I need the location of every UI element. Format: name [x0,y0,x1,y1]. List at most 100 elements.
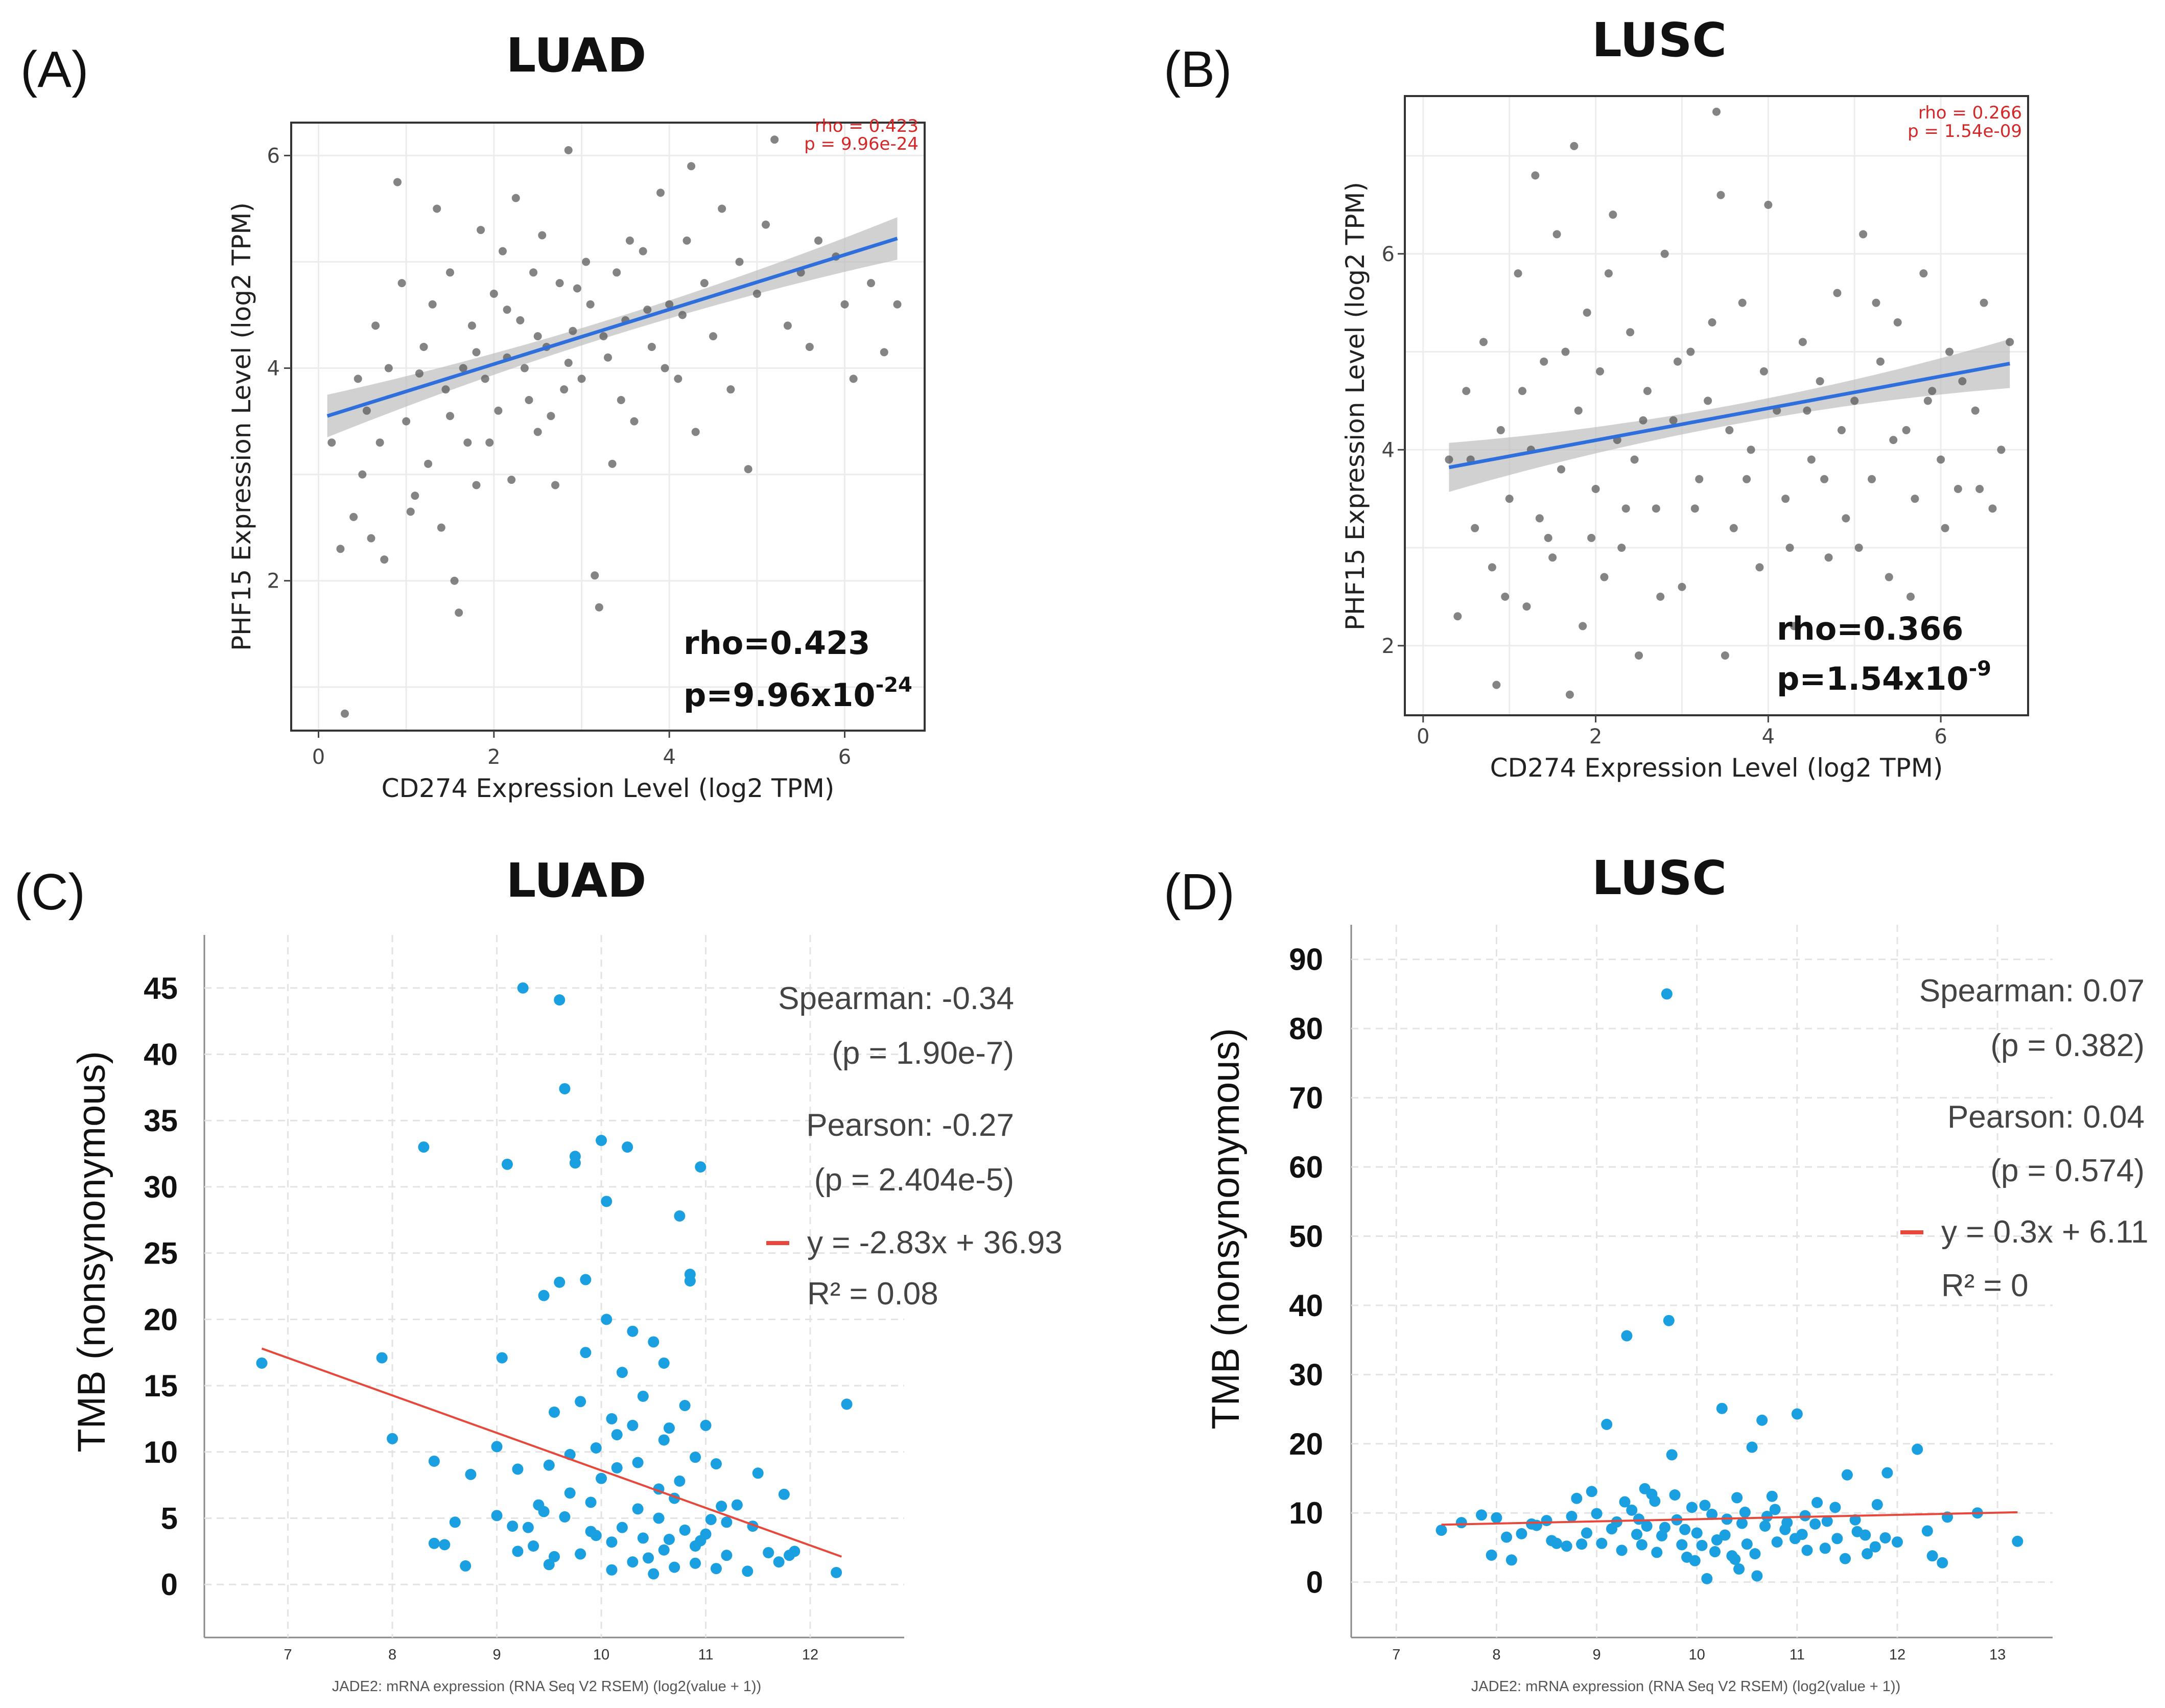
data-point [336,545,345,553]
data-point [463,438,472,447]
data-point [2012,1535,2023,1547]
y-tick-label: 4 [1382,438,1395,462]
data-point [1907,592,1915,601]
data-point [1755,563,1764,572]
data-point [569,326,577,335]
data-point [663,1534,675,1546]
data-point [1609,210,1617,219]
panel-b-y-ticks: 2 4 6 [1382,243,1395,658]
data-point [449,1516,461,1528]
data-point [1725,426,1734,434]
data-point [1749,1548,1761,1560]
data-point [450,576,459,585]
data-point [1479,338,1488,346]
data-point [554,1276,566,1288]
data-point [1445,455,1453,464]
regression-line [1441,1511,2018,1526]
x-tick-label: 0 [312,745,325,769]
data-point [1860,1529,1871,1541]
data-point [1535,514,1544,523]
data-point [1486,1549,1497,1561]
data-point [1816,377,1824,386]
data-point [1639,416,1648,425]
data-point [428,300,437,309]
panel-d-label: (D) [1164,863,1235,921]
data-point [648,1568,660,1580]
x-tick-label: 7 [284,1647,292,1663]
data-point [770,135,779,144]
data-point [709,332,717,341]
y-tick-label: 70 [1289,1081,1323,1115]
data-point [684,1275,696,1287]
data-point [1842,514,1850,523]
data-point [1643,387,1652,395]
x-tick-label: 2 [487,745,500,769]
data-point [1766,1490,1778,1502]
data-point [661,364,669,372]
data-point [1601,1418,1613,1430]
data-point [595,603,603,612]
data-point [752,289,761,298]
data-point [538,231,547,240]
data-point [1690,504,1699,513]
data-point [1799,1510,1811,1522]
data-point [1712,107,1721,116]
data-point [1708,318,1716,327]
data-point [590,1530,602,1541]
x-tick-label: 6 [1934,725,1947,748]
data-point [543,1459,555,1471]
data-point [559,1511,571,1523]
data-point [773,1556,785,1568]
x-tick-label: 4 [1762,725,1775,748]
data-point [406,507,415,516]
data-point [1759,1520,1771,1532]
data-point [1561,347,1570,356]
p-value-exponent: -24 [876,673,912,697]
data-point [1839,1553,1851,1564]
data-point [710,1458,722,1470]
data-point [1679,1524,1691,1535]
data-point [446,268,454,277]
data-point [549,1551,560,1562]
data-point [533,332,542,341]
data-point [1997,446,2006,454]
data-point [831,1566,842,1578]
data-point [1591,1508,1603,1519]
data-point [441,385,450,394]
data-point [582,258,591,266]
data-point [1821,1515,1833,1527]
pearson-label: Pearson: 0.04 [1947,1099,2145,1135]
data-point [1926,1550,1938,1562]
data-point [1729,524,1738,532]
panel-c-points [256,982,853,1580]
panel-a-grid [284,124,924,738]
data-point [1980,298,1988,307]
data-point [1501,1531,1513,1543]
data-point [674,375,683,383]
data-point [1741,1538,1753,1550]
panel-c-y-ticks: 0 5 10 15 20 25 30 35 40 45 [144,971,178,1602]
data-point [1660,249,1669,258]
data-point [1756,1414,1768,1426]
data-point [1616,1545,1628,1556]
data-point [1928,387,1937,395]
data-point [491,1510,503,1522]
data-point [1541,1515,1552,1527]
data-point [608,459,617,468]
panel-a: (A) LUAD 2 4 6 0 2 4 6 CD274 Expression … [20,28,926,803]
pearson-p-value: (p = 2.404e-5) [814,1162,1014,1198]
panel-c-x-axis-label: JADE2: mRNA expression (RNA Seq V2 RSEM)… [332,1678,762,1695]
y-tick-label: 5 [161,1502,178,1536]
data-point [575,1396,586,1408]
data-point [512,1463,524,1475]
data-point [627,1556,639,1568]
data-point [1462,387,1471,395]
panel-b-p-annotation: p=1.54x10-9 [1777,657,1991,697]
panel-a-rho-annotation: rho=0.423 [684,624,870,662]
data-point [472,481,481,489]
panel-b-x-ticks: 0 2 4 6 [1417,725,1947,748]
data-point [1871,1499,1883,1510]
data-point [397,279,406,288]
data-point [1809,1518,1821,1530]
data-point [643,306,652,314]
